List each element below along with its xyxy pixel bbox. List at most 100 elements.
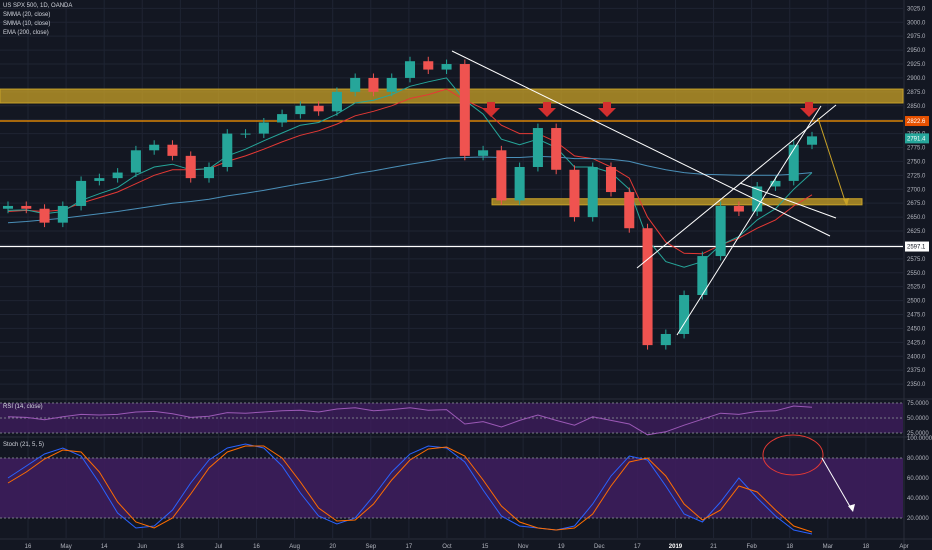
indicator-legend-smma10[interactable]: SMMA (10, close) — [3, 21, 51, 27]
projection-arrowhead — [843, 198, 849, 206]
price-axis-label: 2550.0 — [907, 271, 926, 277]
overbought-circle — [762, 434, 824, 476]
rsi-axis-label: 50.0000 — [907, 416, 929, 422]
candle-body — [478, 150, 489, 156]
candle-body — [624, 192, 635, 229]
candle-body — [94, 178, 105, 181]
stoch-projection-arrow — [821, 457, 853, 511]
down-arrow-marker — [800, 102, 818, 117]
time-axis-label: Apr — [899, 544, 908, 550]
price-axis-label: 2650.0 — [907, 215, 926, 221]
price-axis-label: 2775.0 — [907, 146, 926, 152]
support-zone — [491, 198, 863, 206]
candle-body — [660, 333, 671, 346]
price-axis-label: 2725.0 — [907, 173, 926, 179]
stoch-pane-title[interactable]: Stoch (21, 5, 5) — [3, 442, 45, 448]
candle-body — [551, 128, 562, 170]
resistance-zone — [0, 88, 904, 104]
wedge-upper-line — [636, 104, 837, 269]
price-axis-label: 2400.0 — [907, 354, 926, 360]
time-axis-label: Mar — [823, 544, 833, 550]
time-axis-label: 21 — [710, 544, 717, 550]
indicator-legend-ema200[interactable]: EMA (200, close) — [3, 30, 49, 36]
candle-body — [258, 122, 269, 134]
down-arrow-marker — [482, 102, 500, 117]
stoch-axis-label: 80.0000 — [907, 456, 929, 462]
wedge-lower-line — [676, 105, 822, 336]
candle-body — [752, 186, 763, 212]
time-axis-label: 16 — [253, 544, 260, 550]
time-axis-label: Aug — [289, 544, 300, 550]
candle-body — [112, 172, 123, 179]
candle-body — [587, 166, 598, 218]
price-axis-label: 2475.0 — [907, 313, 926, 319]
time-axis-label: 15 — [482, 544, 489, 550]
price-badge-label: 2597.1 — [907, 245, 926, 251]
trendline-descending — [451, 50, 831, 237]
rsi-line — [7, 405, 813, 436]
time-axis-label: Oct — [442, 544, 452, 550]
time-axis-label: Jul — [215, 544, 223, 550]
rsi-pane-title[interactable]: RSI (14, close) — [3, 404, 43, 410]
time-axis-label: 19 — [558, 544, 565, 550]
candle-body — [514, 166, 525, 201]
candle-body — [57, 205, 68, 223]
candle-body — [295, 105, 306, 115]
price-badge-label: 2822.6 — [907, 119, 926, 125]
candle-body — [715, 205, 726, 257]
down-arrow-marker — [598, 102, 616, 117]
time-axis-label: 2019 — [669, 544, 683, 550]
price-axis-label: 2950.0 — [907, 48, 926, 54]
price-axis-label: 2425.0 — [907, 340, 926, 346]
price-axis-label: 2625.0 — [907, 229, 926, 235]
candle-body — [788, 144, 799, 181]
candle-body — [404, 61, 416, 78]
stoch-d-line — [7, 445, 813, 533]
time-axis-label: May — [60, 544, 71, 550]
candle-body — [76, 180, 87, 206]
candle-body — [350, 77, 361, 92]
candle-body — [605, 166, 617, 193]
candle-body — [203, 166, 215, 179]
time-axis-label: 20 — [329, 544, 336, 550]
candle-body — [149, 144, 160, 151]
stoch-band — [0, 458, 903, 518]
time-axis-label: Jun — [137, 544, 147, 550]
symbol-title: US SPX 500, 1D, OANDA — [3, 3, 73, 9]
candle-body — [642, 228, 653, 346]
candle-body — [569, 169, 580, 218]
candle-body — [21, 205, 32, 209]
stoch-axis-label: 100.0000 — [907, 436, 932, 442]
ema200-line — [7, 155, 813, 224]
price-axis-label: 2675.0 — [907, 201, 926, 207]
candle-body — [130, 150, 141, 173]
price-badge — [905, 133, 929, 144]
candle-body — [277, 114, 288, 123]
price-axis-label: 2450.0 — [907, 326, 926, 332]
stoch-arrowhead — [848, 504, 855, 512]
candle-body — [222, 133, 233, 167]
candle-body — [313, 105, 324, 112]
smma10-line — [7, 77, 813, 268]
stoch-axis-label: 60.0000 — [907, 476, 929, 482]
smma20-line — [7, 88, 813, 255]
time-axis-label: 16 — [25, 544, 32, 550]
rsi-axis-label: 75.0000 — [907, 401, 929, 407]
time-axis-label: 17 — [634, 544, 641, 550]
time-axis-label: 18 — [863, 544, 870, 550]
candle-body — [459, 64, 470, 156]
price-axis-label: 2500.0 — [907, 299, 926, 305]
projection-arrow-main — [817, 117, 847, 205]
rsi-axis-label: 25.0000 — [907, 431, 929, 437]
indicator-legend-smma20[interactable]: SMMA (20, close) — [3, 12, 51, 18]
candle-body — [368, 77, 379, 92]
time-axis-label: 18 — [786, 544, 793, 550]
candle-body — [386, 77, 397, 92]
time-axis-label: Dec — [594, 544, 605, 550]
candle-body — [240, 133, 251, 135]
candle-body — [697, 256, 708, 296]
price-axis-label: 2525.0 — [907, 285, 926, 291]
stoch-axis-label: 20.0000 — [907, 516, 929, 522]
